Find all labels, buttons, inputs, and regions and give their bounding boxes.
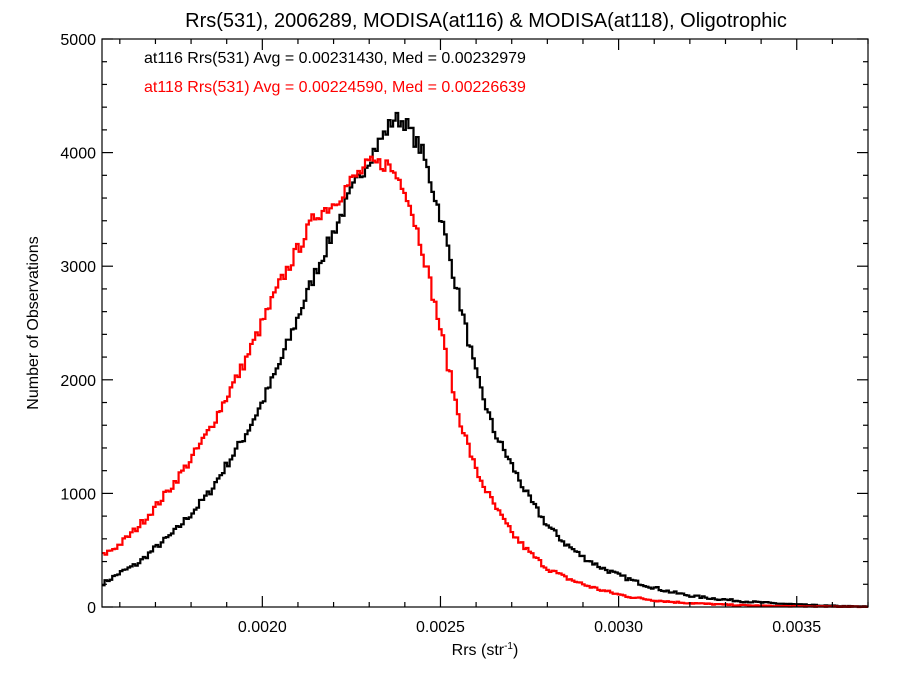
y-tick-label: 5000 [60,32,96,49]
x-tick-label: 0.0035 [772,619,821,636]
legend-entry-at118: at118 Rrs(531) Avg = 0.00224590, Med = 0… [144,79,526,96]
x-axis-label-superscript: -1 [504,641,513,652]
x-axis-label: Rrs (str-1) [452,641,519,659]
chart-title: Rrs(531), 2006289, MODISA(at116) & MODIS… [185,10,787,32]
axes-frame [101,38,869,608]
y-tick-label: 3000 [60,259,96,276]
plot-area [102,111,868,609]
y-tick-label: 0 [87,600,96,617]
x-axis-label-text: Rrs (str [452,642,505,659]
x-tick-label: 0.0025 [416,619,465,636]
series-1-line [102,155,868,609]
y-tick-label: 1000 [60,486,96,503]
x-axis-label-close: ) [513,642,518,659]
y-axis-label: Number of Observations [25,236,42,409]
axis-ticks: 0.0020 0.0025 0.0030 0.0035 0 1000 2000 3000 400… [60,32,869,636]
y-tick-label: 2000 [60,373,96,390]
x-tick-label: 0.0020 [238,619,287,636]
x-tick-label: 0.0030 [594,619,643,636]
legend-entry-at116: at116 Rrs(531) Avg = 0.00231430, Med = 0… [144,50,526,67]
y-tick-label: 4000 [60,146,96,163]
series-0-line [102,111,868,608]
